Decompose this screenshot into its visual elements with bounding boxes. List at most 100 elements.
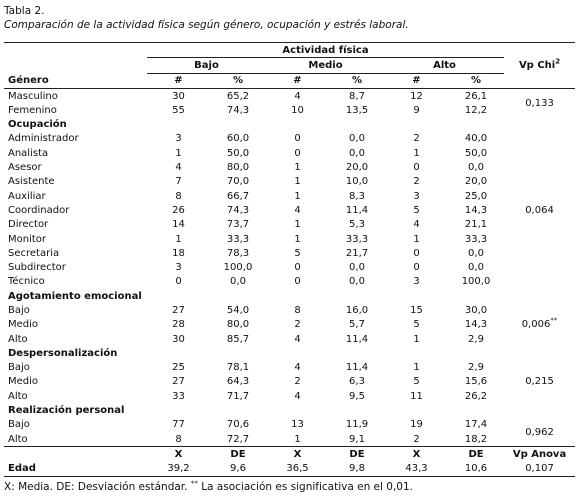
cell: 8 <box>294 304 301 316</box>
row-label: Bajo <box>8 362 30 374</box>
data-row: Administrador 3 60,0 0 0,0 2 40,0 0,064 <box>4 132 575 215</box>
cell: 4 <box>294 333 301 345</box>
cell: 0 <box>175 276 182 288</box>
p-header-sup: 2 <box>555 57 561 66</box>
footnote: X: Media. DE: Desviación estándar. ** La… <box>4 479 413 493</box>
cell: 3 <box>413 190 420 202</box>
cell: 26,1 <box>464 90 488 102</box>
footnote-mark: ** <box>190 479 198 488</box>
cell: 77 <box>172 419 185 431</box>
data-row: Alto 8 72,7 1 9,1 2 18,2 <box>4 432 575 447</box>
footnote-text: X: Media. DE: Desviación estándar. <box>4 481 188 493</box>
empty-cell <box>4 42 147 74</box>
cell: 70,0 <box>226 176 250 188</box>
row-label: Asesor <box>8 162 42 174</box>
row-label: Masculino <box>8 90 58 102</box>
section-title: Ocupación <box>8 119 67 131</box>
data-row: Secretaria 18 78,3 5 21,7 0 0,0 <box>4 246 575 260</box>
cell: 13,5 <box>345 104 369 116</box>
cell: 11,4 <box>345 333 369 345</box>
level-header: Bajo <box>147 57 266 74</box>
cell: 9,1 <box>349 433 365 445</box>
data-row: Bajo 25 78,1 4 11,4 1 2,9 0,215 <box>4 361 575 387</box>
row-label: Técnico <box>8 276 45 288</box>
cell: 55 <box>172 104 185 116</box>
cell: 10,0 <box>345 176 369 188</box>
data-row: Coordinador 26 74,3 4 11,4 5 14,3 <box>4 203 575 217</box>
cell: 5,3 <box>349 219 365 231</box>
cell: 33 <box>172 390 185 402</box>
data-row: Alto 33 71,7 4 9,5 11 26,2 <box>4 389 575 403</box>
anova-header: X <box>385 446 448 462</box>
cell: 5 <box>294 247 301 259</box>
anova-header: X <box>147 446 210 462</box>
row-label: Medio <box>8 319 39 331</box>
data-row: Femenino 55 74,3 10 13,5 9 12,2 <box>4 103 575 117</box>
cell: 5,7 <box>349 319 365 331</box>
cell: 26 <box>172 204 185 216</box>
cell: 4 <box>294 90 301 102</box>
section-row: Despersonalización <box>4 346 575 360</box>
header-row: Bajo Medio Alto <box>4 57 575 74</box>
cell: 13 <box>291 419 304 431</box>
data-row: Analista 1 50,0 0 0,0 1 50,0 <box>4 146 575 160</box>
data-row: Medio 28 80,0 2 5,7 5 14,3 <box>4 318 575 332</box>
cell: 28 <box>172 319 185 331</box>
cell: 18 <box>172 247 185 259</box>
row-label: Bajo <box>8 304 30 316</box>
cell: 78,1 <box>226 362 250 374</box>
cell: 43,3 <box>385 461 448 477</box>
sub-header: % <box>448 73 505 89</box>
cell: 74,3 <box>226 104 250 116</box>
table-label: Tabla 2. <box>4 5 45 17</box>
p-value: 0,133 <box>504 88 575 117</box>
row-label: Femenino <box>8 104 57 116</box>
cell: 1 <box>413 333 420 345</box>
section-title: Agotamiento emocional <box>8 290 142 302</box>
cell: 9,5 <box>349 390 365 402</box>
cell: 0 <box>413 162 420 174</box>
cell: 65,2 <box>226 90 250 102</box>
cell: 1 <box>413 362 420 374</box>
section-title: Despersonalización <box>8 347 118 359</box>
cell: 74,3 <box>226 204 250 216</box>
data-row: Bajo 77 70,6 13 11,9 19 17,4 0,962 <box>4 418 575 437</box>
cell: 21,7 <box>345 247 369 259</box>
cell: 30 <box>172 333 185 345</box>
table-title: Comparación de la actividad física según… <box>4 19 409 31</box>
cell: 0 <box>294 276 301 288</box>
cell: 0,0 <box>349 276 365 288</box>
cell: 27 <box>172 304 185 316</box>
section-title: Género <box>4 73 147 89</box>
anova-header-row: X DE X DE X DE Vp Anova <box>4 446 576 462</box>
cell: 10 <box>291 104 304 116</box>
cell: 71,7 <box>226 390 250 402</box>
level-header: Medio <box>266 57 385 74</box>
data-row: Director 14 73,7 1 5,3 4 21,1 <box>4 218 575 232</box>
cell: 25,0 <box>464 190 488 202</box>
row-label: Alto <box>8 433 28 445</box>
cell: 39,2 <box>147 461 210 477</box>
cell: 50,0 <box>464 147 488 159</box>
cell: 11 <box>410 390 423 402</box>
cell: 1 <box>413 147 420 159</box>
cell: 20,0 <box>345 162 369 174</box>
cell: 72,7 <box>226 433 250 445</box>
cell: 2 <box>413 433 420 445</box>
cell: 14 <box>172 219 185 231</box>
anova-header: DE <box>329 446 385 462</box>
sub-header: # <box>385 73 448 89</box>
cell: 3 <box>175 262 182 274</box>
caption: Tabla 2. Comparación de la actividad fís… <box>4 4 409 32</box>
row-label: Edad <box>4 461 147 477</box>
row-label: Analista <box>8 147 49 159</box>
cell: 0,0 <box>468 262 484 274</box>
cell: 8,7 <box>349 90 365 102</box>
row-label: Alto <box>8 390 28 402</box>
anova-header: X <box>266 446 329 462</box>
cell: 33,3 <box>226 233 250 245</box>
row-label: Subdirector <box>8 262 66 274</box>
row-label: Bajo <box>8 419 30 431</box>
row-label: Administrador <box>8 133 79 145</box>
cell: 4 <box>294 390 301 402</box>
